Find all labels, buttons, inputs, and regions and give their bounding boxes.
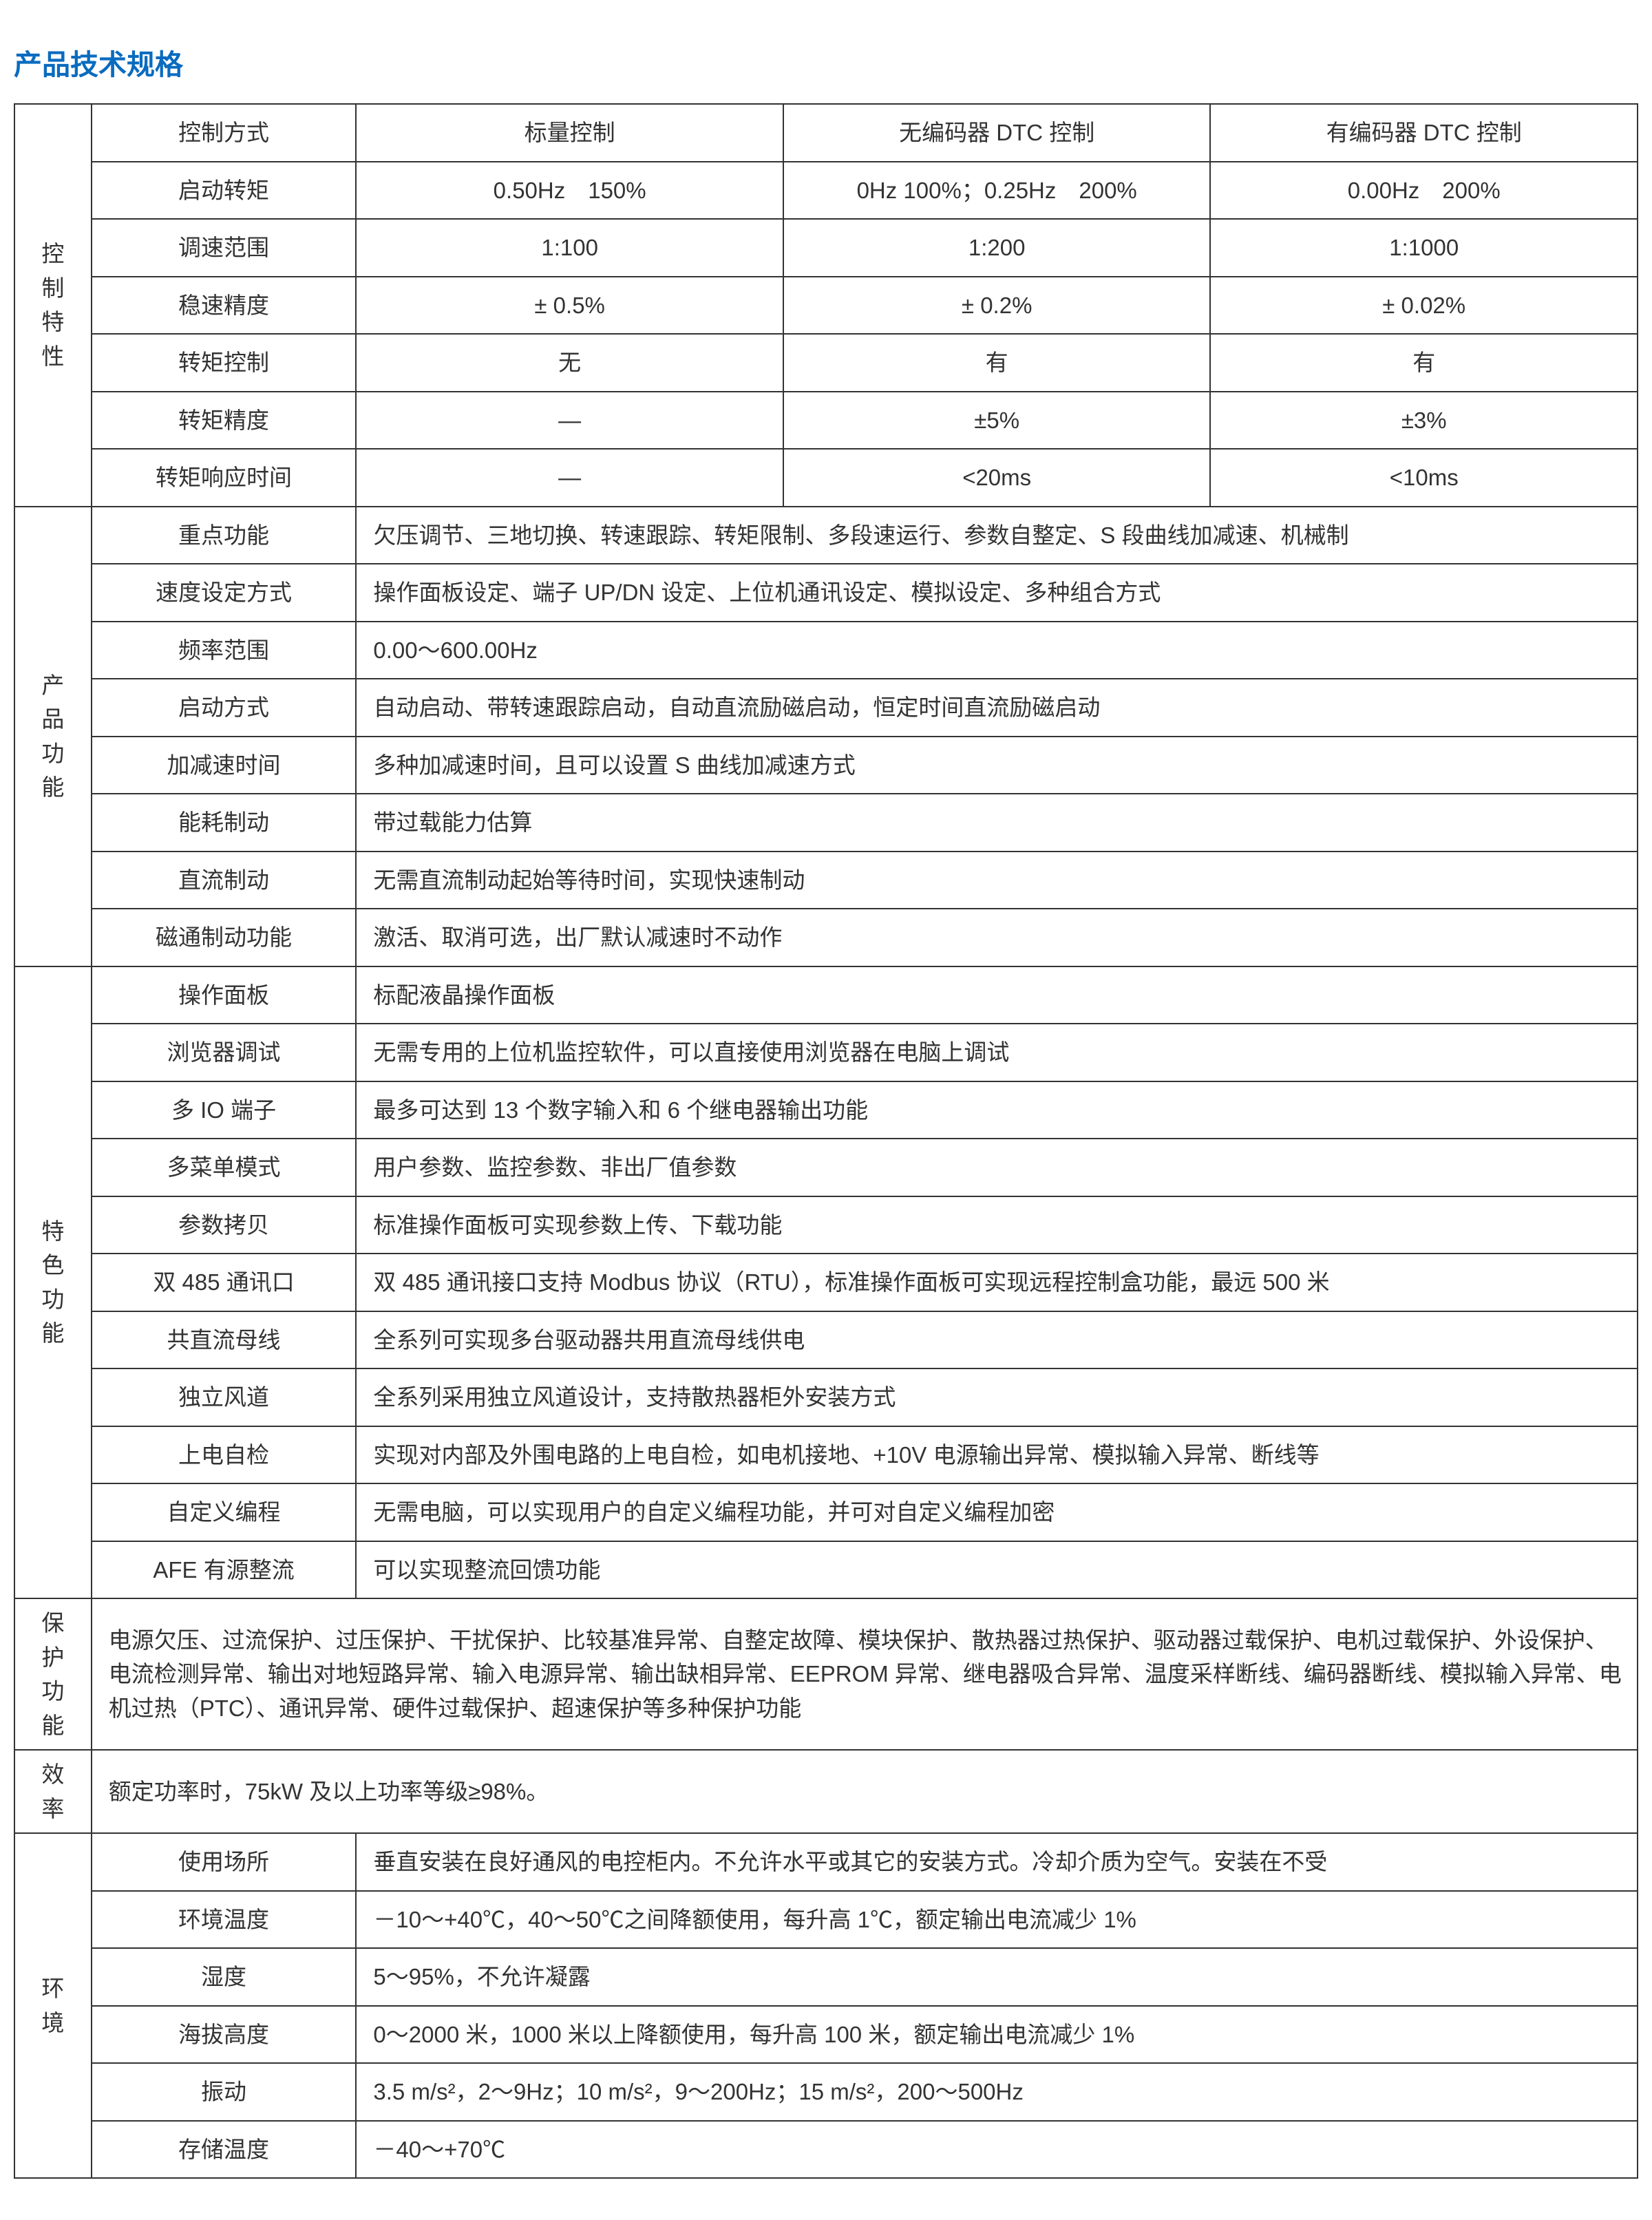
category-cell: 效率 [14, 1750, 92, 1833]
row-label: 振动 [92, 2063, 357, 2121]
value-cell: 0.00Hz 200% [1210, 162, 1638, 220]
category-cell: 环境 [14, 1833, 92, 2178]
row-label: 独立风道 [92, 1368, 357, 1426]
category-cell: 保护功能 [14, 1598, 92, 1750]
value-cell: 操作面板设定、端子 UP/DN 设定、上位机通讯设定、模拟设定、多种组合方式 [356, 564, 1638, 622]
row-label: 磁通制动功能 [92, 909, 357, 966]
value-cell: 无 [356, 334, 783, 392]
value-cell: 无需直流制动起始等待时间，实现快速制动 [356, 852, 1638, 909]
value-cell: ± 0.02% [1210, 277, 1638, 335]
value-cell: 标量控制 [356, 104, 783, 162]
value-cell: — [356, 449, 783, 507]
row-label: 启动方式 [92, 679, 357, 737]
row-label: 加减速时间 [92, 737, 357, 794]
value-cell: 5～95%，不允许凝露 [356, 1948, 1638, 2006]
value-cell: ± 0.5% [356, 277, 783, 335]
value-cell: －40～+70℃ [356, 2121, 1638, 2179]
row-label: 重点功能 [92, 507, 357, 564]
page-title: 产品技术规格 [14, 41, 1638, 83]
value-cell: 双 485 通讯接口支持 Modbus 协议（RTU），标准操作面板可实现远程控… [356, 1254, 1638, 1311]
row-label: 转矩控制 [92, 334, 357, 392]
row-label: 环境温度 [92, 1891, 357, 1949]
row-label: 速度设定方式 [92, 564, 357, 622]
protection-value: 电源欠压、过流保护、过压保护、干扰保护、比较基准异常、自整定故障、模块保护、散热… [92, 1598, 1638, 1750]
value-cell: 无需专用的上位机监控软件，可以直接使用浏览器在电脑上调试 [356, 1024, 1638, 1081]
value-cell: 全系列采用独立风道设计，支持散热器柜外安装方式 [356, 1368, 1638, 1426]
value-cell: －10～+40℃，40～50℃之间降额使用，每升高 1℃，额定输出电流减少 1% [356, 1891, 1638, 1949]
row-label: 浏览器调试 [92, 1024, 357, 1081]
value-cell: 多种加减速时间，且可以设置 S 曲线加减速方式 [356, 737, 1638, 794]
value-cell: 最多可达到 13 个数字输入和 6 个继电器输出功能 [356, 1081, 1638, 1139]
row-label: 稳速精度 [92, 277, 357, 335]
value-cell: 1:100 [356, 219, 783, 277]
efficiency-value: 额定功率时，75kW 及以上功率等级≥98%。 [92, 1750, 1638, 1833]
row-label: 转矩精度 [92, 392, 357, 450]
row-label: 湿度 [92, 1948, 357, 2006]
row-label: 共直流母线 [92, 1311, 357, 1369]
row-label: 海拔高度 [92, 2006, 357, 2064]
value-cell: 标配液晶操作面板 [356, 966, 1638, 1024]
row-label: 上电自检 [92, 1426, 357, 1484]
value-cell: 0.50Hz 150% [356, 162, 783, 220]
category-cell: 特色功能 [14, 966, 92, 1599]
value-cell: 实现对内部及外围电路的上电自检，如电机接地、+10V 电源输出异常、模拟输入异常… [356, 1426, 1638, 1484]
value-cell: 0Hz 100%；0.25Hz 200% [783, 162, 1211, 220]
row-label: 使用场所 [92, 1833, 357, 1891]
row-label: 能耗制动 [92, 794, 357, 852]
value-cell: 标准操作面板可实现参数上传、下载功能 [356, 1196, 1638, 1254]
value-cell: 无编码器 DTC 控制 [783, 104, 1211, 162]
row-label: 转矩响应时间 [92, 449, 357, 507]
row-label: 存储温度 [92, 2121, 357, 2179]
row-label: 启动转矩 [92, 162, 357, 220]
value-cell: 3.5 m/s²，2～9Hz；10 m/s²，9～200Hz；15 m/s²，2… [356, 2063, 1638, 2121]
value-cell: 垂直安装在良好通风的电控柜内。不允许水平或其它的安装方式。冷却介质为空气。安装在… [356, 1833, 1638, 1891]
value-cell: 可以实现整流回馈功能 [356, 1541, 1638, 1599]
value-cell: 自动启动、带转速跟踪启动，自动直流励磁启动，恒定时间直流励磁启动 [356, 679, 1638, 737]
value-cell: <10ms [1210, 449, 1638, 507]
value-cell: 有 [1210, 334, 1638, 392]
row-label: 多菜单模式 [92, 1139, 357, 1196]
value-cell: 0.00～600.00Hz [356, 622, 1638, 679]
row-label: 频率范围 [92, 622, 357, 679]
value-cell: 无需电脑，可以实现用户的自定义编程功能，并可对自定义编程加密 [356, 1483, 1638, 1541]
spec-table: 控制特性控制方式标量控制无编码器 DTC 控制有编码器 DTC 控制启动转矩0.… [14, 103, 1638, 2179]
value-cell: — [356, 392, 783, 450]
row-label: 参数拷贝 [92, 1196, 357, 1254]
value-cell: 有 [783, 334, 1211, 392]
value-cell: ±3% [1210, 392, 1638, 450]
value-cell: 1:1000 [1210, 219, 1638, 277]
row-label: AFE 有源整流 [92, 1541, 357, 1599]
category-cell: 产品功能 [14, 507, 92, 966]
value-cell: 用户参数、监控参数、非出厂值参数 [356, 1139, 1638, 1196]
value-cell: ±5% [783, 392, 1211, 450]
value-cell: 带过载能力估算 [356, 794, 1638, 852]
row-label: 双 485 通讯口 [92, 1254, 357, 1311]
category-cell: 控制特性 [14, 104, 92, 507]
row-label: 操作面板 [92, 966, 357, 1024]
value-cell: 激活、取消可选，出厂默认减速时不动作 [356, 909, 1638, 966]
value-cell: ± 0.2% [783, 277, 1211, 335]
value-cell: <20ms [783, 449, 1211, 507]
value-cell: 全系列可实现多台驱动器共用直流母线供电 [356, 1311, 1638, 1369]
row-label: 多 IO 端子 [92, 1081, 357, 1139]
value-cell: 欠压调节、三地切换、转速跟踪、转矩限制、多段速运行、参数自整定、S 段曲线加减速… [356, 507, 1638, 564]
value-cell: 有编码器 DTC 控制 [1210, 104, 1638, 162]
value-cell: 1:200 [783, 219, 1211, 277]
row-label: 直流制动 [92, 852, 357, 909]
row-label: 自定义编程 [92, 1483, 357, 1541]
value-cell: 0～2000 米，1000 米以上降额使用，每升高 100 米，额定输出电流减少… [356, 2006, 1638, 2064]
row-label: 控制方式 [92, 104, 357, 162]
row-label: 调速范围 [92, 219, 357, 277]
